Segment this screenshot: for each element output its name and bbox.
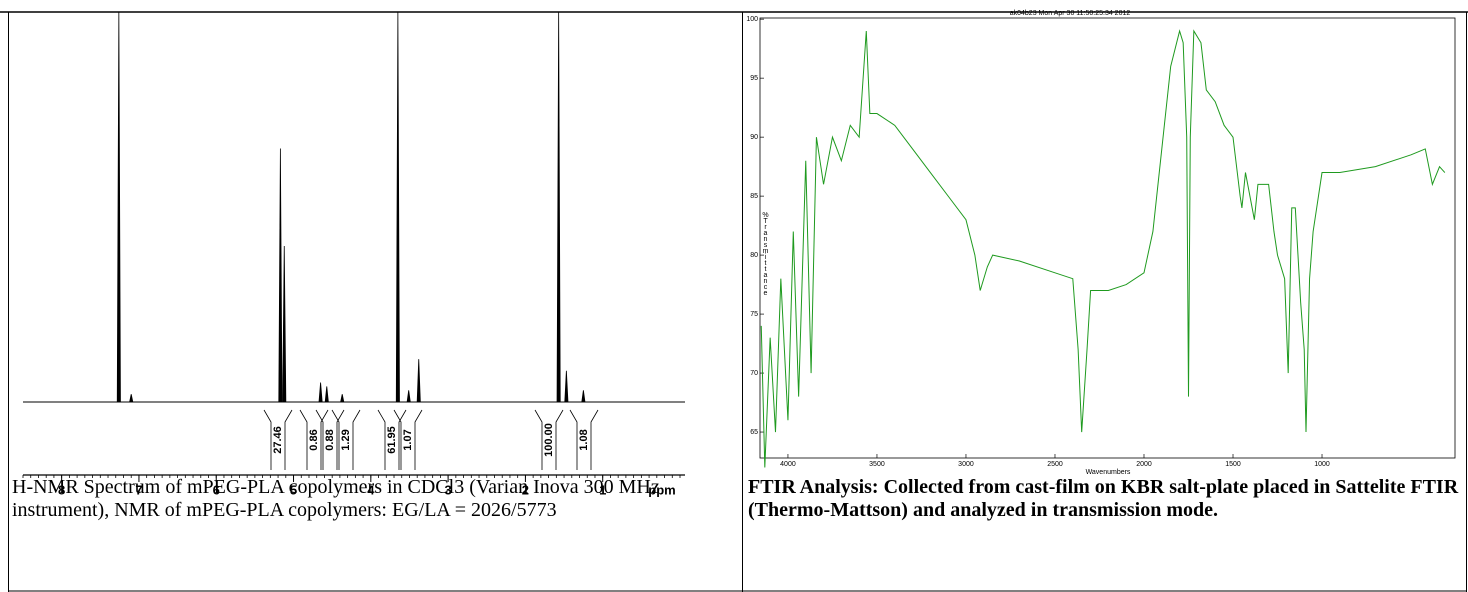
peak [564,370,569,403]
integral-label: 1.07 [402,429,414,450]
peak [416,359,421,403]
integral-label: 100.00 [543,423,555,457]
integral-bracket [331,409,361,470]
integral-bracket [534,409,564,470]
caption: H-NMR Spectrum of mPEG-PLA copolymers in… [12,476,660,521]
x-tick-label: 3 [445,482,452,497]
peak [282,245,287,403]
caption: FTIR Analysis: Collected from cast-film … [748,476,1459,521]
integral-bracket [393,409,423,470]
y-tick-label: 100 [746,16,758,23]
x-tick-label: 7 [135,482,142,497]
peak [324,386,329,403]
peak [318,382,323,403]
x-tick-label: 1500 [1225,461,1241,468]
y-tick-label: 65 [750,429,758,436]
integral-label: 1.08 [578,429,590,450]
y-tick-label: 85 [750,193,758,200]
ftir-figure: ak04b23 Mon Apr 30 11:50:25:34 2012 Wave… [746,10,1456,476]
x-tick-label: 6 [213,482,220,497]
integral-bracket [569,409,599,470]
x-tick-label: 3500 [869,461,885,468]
integral-bracket [263,409,293,470]
peak [278,148,283,403]
y-tick-label: 90 [750,134,758,141]
integral-bracket [377,409,407,470]
integral-label: 61.95 [386,426,398,454]
nmr-figure: 8 7 6 5 4 3 2 1 ppm 27.46 0.86 0.88 1.29 61.95 1.07 100… [22,11,685,497]
y-tick-label: 95 [750,75,758,82]
plot-frame [759,17,1456,459]
x-tick-label: 2000 [1136,461,1152,468]
integral-label: 0.86 [308,429,320,450]
y-tick-label: 75 [750,311,758,318]
x-tick-label: 1 [599,482,606,497]
peak [556,11,561,403]
peak [129,394,134,403]
x-axis-label: Wavenumbers [1086,469,1131,476]
integral-bracket [315,409,345,470]
peak [116,11,121,403]
x-tick-label: 2500 [1047,461,1063,468]
spectrum-line [760,29,1446,468]
x-axis-label: ppm [648,482,675,497]
y-axis-label: %Transmittance [762,212,769,296]
x-tick-label: 8 [58,482,65,497]
peak [340,394,345,403]
x-tick-label: 4000 [780,461,796,468]
integral-bracket [299,409,329,470]
integral-label: 0.88 [324,429,336,450]
peak [406,390,411,403]
figure-title: ak04b23 Mon Apr 30 11:50:25:34 2012 [1010,10,1131,17]
y-tick-label: 80 [750,252,758,259]
peak [395,11,400,403]
x-tick-label: 4 [367,482,375,497]
y-tick-label: 70 [750,370,758,377]
integral-label: 27.46 [272,426,284,454]
x-tick-label: 1000 [1314,461,1330,468]
x-tick-label: 2 [522,482,529,497]
x-tick-label: 3000 [958,461,974,468]
peak [581,390,586,403]
x-tick-label: 5 [290,482,297,497]
integral-label: 1.29 [340,429,352,450]
